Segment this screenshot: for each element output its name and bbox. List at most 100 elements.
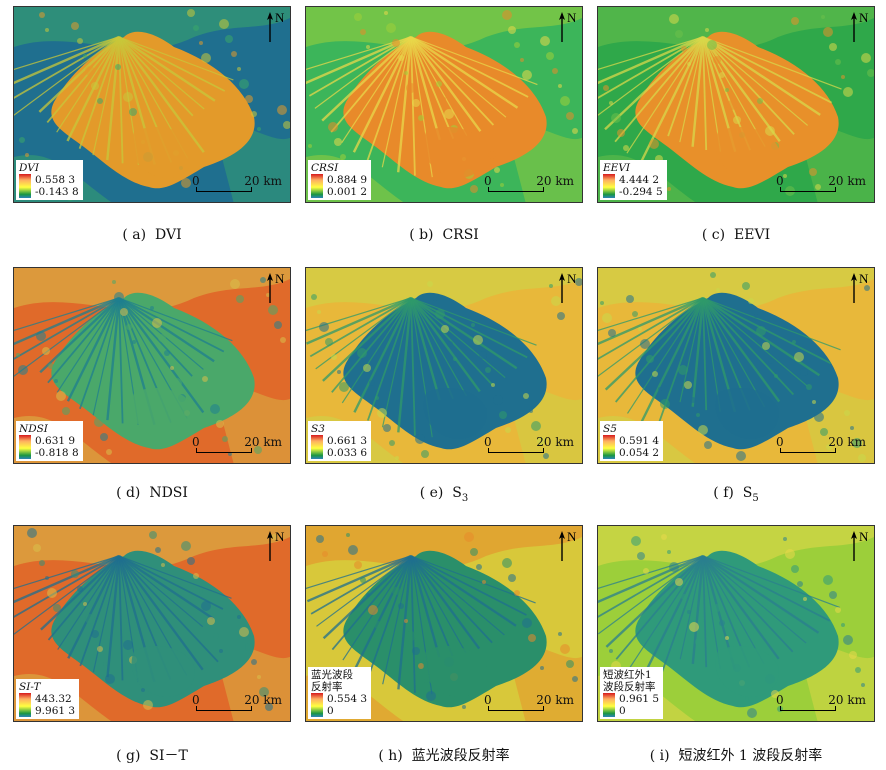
- map-raster: [306, 526, 582, 721]
- scale-bar: 0 20 km: [776, 174, 866, 194]
- panel-caption: ( c) EEVI: [597, 227, 875, 243]
- north-label: N: [567, 10, 577, 25]
- legend-min-value: 0: [619, 705, 626, 717]
- color-ramp: [311, 174, 323, 198]
- scale-line: [780, 448, 836, 453]
- panel-caption: ( a) DVI: [13, 227, 291, 243]
- scale-distance-label: 20 km: [536, 435, 574, 449]
- legend-title: CRSI: [311, 162, 339, 174]
- scale-distance-label: 20 km: [828, 693, 866, 707]
- map-panel-d: N NDSI 0.631 9 -0.818 8 0 20 km: [13, 267, 291, 464]
- color-ramp: [19, 693, 31, 717]
- north-arrow-icon: N: [265, 10, 287, 44]
- north-arrow-icon: N: [557, 529, 579, 563]
- caption-letter: ( h): [378, 748, 412, 764]
- legend-max-value: 0.631 9: [35, 435, 76, 447]
- caption-text: S: [742, 485, 753, 501]
- legend-title: 蓝光波段 反射率: [311, 669, 353, 693]
- scale-bar: 0 20 km: [192, 693, 282, 713]
- north-label: N: [859, 529, 869, 544]
- scale-zero-label: 0: [484, 693, 492, 707]
- scale-bar: 0 20 km: [484, 174, 574, 194]
- north-label: N: [275, 10, 285, 25]
- legend-box: DVI 0.558 3 -0.143 8: [16, 160, 83, 200]
- north-label: N: [567, 529, 577, 544]
- scale-line: [196, 448, 252, 453]
- legend-max-value: 4.444 2: [619, 174, 660, 186]
- scale-zero-label: 0: [776, 435, 784, 449]
- legend-box: NDSI 0.631 9 -0.818 8: [16, 421, 83, 461]
- map-raster: [598, 7, 874, 202]
- scale-distance-label: 20 km: [536, 693, 574, 707]
- map-panel-f: N S5 0.591 4 0.054 2 0 20 km: [597, 267, 875, 464]
- map-panel-e: N S3 0.661 3 0.033 6 0 20 km: [305, 267, 583, 464]
- north-label: N: [859, 10, 869, 25]
- scale-zero-label: 0: [192, 435, 200, 449]
- north-arrow-icon: N: [557, 10, 579, 44]
- map-panel-i: N 短波红外1 波段反射率 0.961 5 0 0 20 km: [597, 525, 875, 722]
- caption-letter: ( f): [713, 485, 743, 501]
- legend-min-value: -0.818 8: [35, 447, 79, 459]
- legend-min-value: -0.143 8: [35, 186, 79, 198]
- panel-caption: ( b) CRSI: [305, 227, 583, 243]
- legend-min-value: 0.054 2: [619, 447, 660, 459]
- scale-line: [488, 448, 544, 453]
- scale-distance-label: 20 km: [828, 435, 866, 449]
- north-label: N: [275, 271, 285, 286]
- caption-subscript: 5: [752, 492, 759, 504]
- scale-line: [780, 187, 836, 192]
- color-ramp: [311, 435, 323, 459]
- north-arrow-icon: N: [849, 271, 871, 305]
- scale-line: [488, 187, 544, 192]
- panel-caption: ( h) 蓝光波段反射率: [305, 745, 583, 765]
- map-raster: [306, 7, 582, 202]
- scale-distance-label: 20 km: [244, 693, 282, 707]
- legend-title: 短波红外1 波段反射率: [603, 669, 656, 693]
- scale-bar: 0 20 km: [776, 435, 866, 455]
- map-panel-c: N EEVI 4.444 2 -0.294 5 0 20 km: [597, 6, 875, 203]
- legend-title: SI-T: [19, 681, 41, 693]
- color-ramp: [311, 693, 323, 717]
- scale-distance-label: 20 km: [244, 435, 282, 449]
- scale-bar: 0 20 km: [776, 693, 866, 713]
- caption-text: CRSI: [442, 227, 479, 243]
- legend-title: EEVI: [603, 162, 631, 174]
- panel-caption: ( g) SI－T: [13, 745, 291, 765]
- color-ramp: [603, 693, 615, 717]
- panel-caption: ( e) S3: [305, 485, 583, 504]
- color-ramp: [603, 174, 615, 198]
- color-ramp: [19, 435, 31, 459]
- scale-zero-label: 0: [484, 174, 492, 188]
- color-ramp: [603, 435, 615, 459]
- legend-min-value: 9.961 3: [35, 705, 76, 717]
- scale-line: [196, 706, 252, 711]
- legend-box: EEVI 4.444 2 -0.294 5: [600, 160, 667, 200]
- legend-max-value: 0.554 3: [327, 693, 368, 705]
- caption-letter: ( b): [409, 227, 443, 243]
- legend-box: S5 0.591 4 0.054 2: [600, 421, 664, 461]
- north-arrow-icon: N: [557, 271, 579, 305]
- map-raster: [14, 268, 290, 463]
- caption-text: NDSI: [149, 485, 188, 501]
- legend-box: CRSI 0.884 9 0.001 2: [308, 160, 372, 200]
- legend-min-value: -0.294 5: [619, 186, 663, 198]
- legend-max-value: 0.961 5: [619, 693, 660, 705]
- panel-caption: ( f) S5: [597, 485, 875, 504]
- legend-title: S3: [311, 423, 325, 435]
- north-label: N: [275, 529, 285, 544]
- map-panel-h: N 蓝光波段 反射率 0.554 3 0 0 20 km: [305, 525, 583, 722]
- legend-min-value: 0.033 6: [327, 447, 368, 459]
- caption-text: 短波红外 1 波段反射率: [678, 748, 823, 764]
- caption-text: EEVI: [734, 227, 771, 243]
- map-panel-a: N DVI 0.558 3 -0.143 8 0 20 km: [13, 6, 291, 203]
- legend-box: S3 0.661 3 0.033 6: [308, 421, 372, 461]
- legend-max-value: 443.32: [35, 693, 72, 705]
- legend-box: SI-T 443.32 9.961 3: [16, 679, 80, 719]
- scale-line: [488, 706, 544, 711]
- map-raster: [306, 268, 582, 463]
- north-arrow-icon: N: [849, 10, 871, 44]
- legend-min-value: 0: [327, 705, 334, 717]
- scale-bar: 0 20 km: [192, 435, 282, 455]
